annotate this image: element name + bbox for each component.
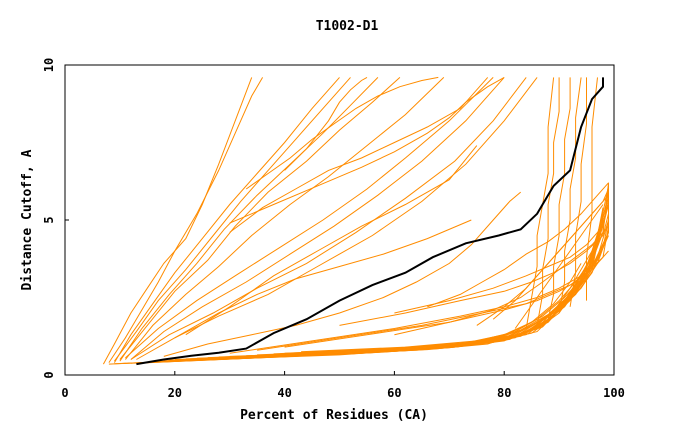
model-series-line-22 (130, 256, 598, 364)
model-series-line-51 (525, 77, 555, 329)
model-series-line-17 (284, 76, 368, 171)
model-series-line-19 (108, 263, 582, 365)
model-series-line-4 (113, 77, 351, 362)
x-tick-label: 60 (387, 386, 401, 400)
model-series-line-5 (119, 77, 379, 362)
x-axis: 0 20 40 60 80 100 (61, 371, 625, 400)
model-series-line-16 (245, 76, 439, 190)
y-tick-label: 10 (42, 58, 56, 72)
model-series-line-15 (229, 76, 505, 224)
model-series-line-18 (163, 191, 522, 357)
model-series-line-10 (130, 77, 527, 360)
model-series-line-49 (492, 188, 609, 320)
x-tick-label: 40 (277, 386, 291, 400)
model-series-line-3 (113, 77, 340, 363)
model-series-line-35 (229, 188, 609, 357)
model-series-line-25 (147, 219, 609, 364)
series-layer (102, 76, 609, 366)
model-series-line-42 (257, 226, 609, 351)
y-tick-label: 0 (42, 371, 56, 378)
model-series-line-30 (174, 219, 604, 360)
model-series-line-40 (301, 207, 604, 353)
model-series-line-11 (136, 77, 538, 360)
model-series-line-53 (547, 77, 571, 320)
chart-title: T1002-D1 (316, 19, 379, 34)
x-tick-label: 100 (603, 386, 625, 400)
model-series-line-41 (229, 235, 609, 354)
model-series-line-8 (125, 77, 494, 359)
model-series-line-31 (185, 204, 609, 360)
x-tick-label: 0 (61, 386, 68, 400)
y-axis: 0 5 10 (42, 58, 69, 379)
highlight-series-line (136, 77, 604, 366)
model-series-line-37 (257, 222, 604, 356)
model-series-line-2 (108, 77, 264, 363)
model-series-line-6 (119, 77, 401, 360)
model-series-line-9 (130, 77, 505, 360)
y-axis-title: Distance Cutoff, A (20, 149, 35, 290)
model-series-line-7 (125, 77, 445, 360)
y-tick-label: 5 (42, 216, 56, 223)
model-series-line-14 (229, 77, 489, 233)
model-series-line-36 (246, 226, 604, 357)
model-series-line-1 (102, 77, 253, 365)
x-tick-label: 80 (497, 386, 511, 400)
model-series-line-56 (586, 77, 598, 301)
model-series-line-12 (174, 219, 472, 339)
x-tick-label: 20 (168, 386, 182, 400)
model-series-line-13 (185, 145, 478, 336)
model-series-line-55 (569, 77, 587, 307)
model-series-line-45 (394, 204, 609, 314)
model-series-line-54 (558, 77, 582, 314)
model-series-line-52 (536, 77, 560, 326)
x-axis-title: Percent of Residues (CA) (240, 408, 428, 423)
model-series-line-28 (163, 201, 609, 362)
